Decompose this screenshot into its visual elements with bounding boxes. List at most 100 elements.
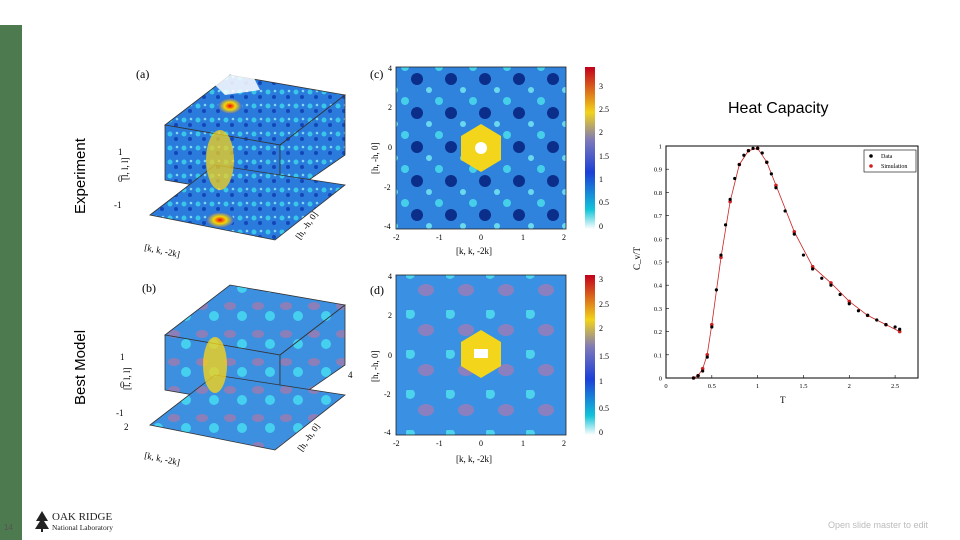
simulation-point: [705, 353, 710, 357]
data-point: [829, 283, 833, 287]
data-point: [746, 149, 751, 153]
data-point: [811, 267, 815, 271]
tick-label: -2: [384, 390, 391, 399]
colorbar-tick: 2: [599, 128, 603, 137]
center-hole: [475, 142, 487, 154]
tick-label: 0: [388, 351, 392, 360]
data-point: [701, 369, 705, 373]
panel-c-x-label: [k, k, -2k]: [456, 246, 492, 256]
tick-label: 4: [388, 64, 392, 73]
heat-capacity-title: Heat Capacity: [728, 100, 829, 117]
x-tick-label: 1.5: [799, 383, 807, 390]
plot-frame: [665, 145, 919, 379]
colorbar-tick: 2: [599, 324, 603, 333]
ornl-logo: OAK RIDGE National Laboratory: [35, 511, 113, 532]
legend-data-label: Data: [881, 154, 893, 160]
panel-b-z-label: [l, l, l]: [122, 368, 132, 391]
tick-label: 1: [521, 439, 525, 448]
colorbar-tick: 0.5: [599, 404, 609, 413]
data-point: [737, 162, 741, 167]
panel-d-x-label: [k, k, -2k]: [456, 454, 492, 464]
panel-d-2d-map: (d) 3 2.5 2 1.5 1 0.5 0 4 2 0 -2 -4 -2 -…: [370, 272, 609, 464]
y-tick-label: 0.5: [654, 260, 662, 267]
tick-label: 2: [388, 103, 392, 112]
footer-placeholder: Open slide master to edit: [827, 520, 928, 530]
masked-region: [210, 70, 260, 95]
data-point: [898, 327, 902, 331]
y-tick-label: 0.1: [654, 352, 662, 359]
tick-label: 1: [521, 233, 525, 242]
simulation-point: [700, 366, 705, 371]
data-point: [769, 172, 773, 176]
data-point: [728, 197, 732, 201]
panel-d-y-label: [h, -h, 0]: [370, 351, 380, 383]
simulation-point: [710, 322, 714, 327]
data-point: [742, 153, 746, 157]
data-point: [765, 160, 769, 164]
legend: Data Simulation: [863, 149, 917, 173]
panel-c-x-ticks: -2 -1 0 1 2: [393, 233, 566, 242]
data-point: [733, 176, 737, 181]
panel-a-label: (a): [136, 67, 149, 81]
panel-d-colorbar-ticks: 3 2.5 2 1.5 1 0.5 0: [599, 275, 609, 437]
panel-c-y-ticks: 4 2 0 -2 -4: [384, 64, 392, 231]
tick-label: -1: [436, 233, 443, 242]
tick-label: 2: [562, 439, 566, 448]
hot-spot: [218, 98, 242, 114]
tick-label: -2: [393, 439, 400, 448]
x-tick-label: 2: [848, 383, 851, 390]
tick-label: -1: [116, 408, 124, 418]
panel-b-3d-plot: (b) 1 0 -1 2 [l, l, l] [k, k, -2k] [h, -…: [116, 281, 353, 467]
legend-data-marker: [869, 154, 873, 158]
data-point: [820, 276, 824, 280]
row-label-best-model: Best Model: [72, 329, 89, 405]
bottom-slab: [149, 374, 346, 451]
logo-line-2: National Laboratory: [52, 523, 113, 532]
data-point: [801, 253, 806, 257]
tick-label: 4: [348, 370, 353, 380]
data-point: [774, 186, 778, 190]
slide-number: 14: [4, 523, 13, 532]
heat-capacity-chart: 0 0.1 0.2 0.3 0.4 0.5 0.6 0.7 0.8 0.9 1 0 0.5 1 1.5 2 2…: [632, 144, 919, 405]
simulation-point: [810, 264, 815, 269]
panel-c-2d-map: (c) 3 2.5 2 1.5 1 0.5 0 4 2 0 -2 -4 -2 -…: [370, 64, 609, 256]
legend-box: [863, 149, 917, 173]
data-point: [838, 292, 842, 297]
simulation-point: [774, 183, 778, 188]
panel-a-x-label: [k, k, -2k]: [144, 242, 181, 259]
logo-line-1: OAK RIDGE: [52, 511, 112, 523]
simulation-point: [829, 281, 833, 285]
data-point: [751, 146, 755, 150]
colorbar-tick: 2.5: [599, 105, 609, 114]
tree-icon: [35, 511, 49, 532]
tick-label: -2: [384, 183, 391, 192]
colorbar-tick: 1.5: [599, 352, 609, 361]
tick-label: 2: [388, 311, 392, 320]
colorbar-tick: 1: [599, 175, 603, 184]
hot-spot: [206, 130, 234, 190]
legend-sim-marker: [869, 164, 873, 168]
y-tick-label: 0.9: [654, 167, 662, 174]
data-point: [760, 151, 764, 155]
bottom-slab: [149, 164, 346, 241]
tick-label: 0: [118, 174, 123, 184]
data-point: [884, 323, 888, 327]
x-ticks: 0 0.5 1 1.5 2 2.5: [664, 375, 899, 390]
tick-label: 0: [479, 233, 483, 242]
data-point: [723, 223, 728, 227]
colorbar-tick: 3: [599, 275, 603, 284]
colorbar-tick: 0: [599, 428, 603, 437]
panel-c-y-label: [h, -h, 0]: [370, 143, 380, 175]
tick-label: -1: [114, 200, 122, 210]
y-tick-label: 0.6: [654, 236, 663, 243]
y-tick-label: 0.7: [654, 213, 663, 220]
tick-label: 2: [562, 233, 566, 242]
panel-b-x-label: [k, k, -2k]: [144, 450, 181, 467]
tick-label: 4: [388, 272, 392, 281]
y-tick-label: 1: [659, 144, 662, 151]
hot-spot: [203, 337, 227, 393]
hot-spot: [206, 212, 234, 228]
legend-sim-label: Simulation: [881, 164, 907, 170]
tick-label: -4: [384, 222, 391, 231]
data-points: [691, 146, 902, 380]
